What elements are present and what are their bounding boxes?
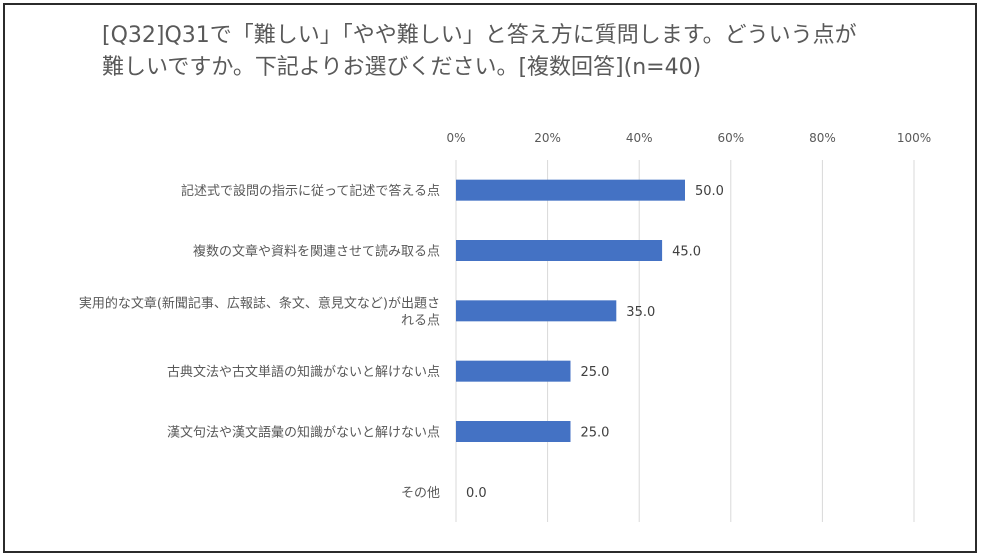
chart-title: [Q32]Q31で「難しい」「やや難しい」と答え方に質問します。どういう点が 難… — [102, 20, 902, 84]
data-label: 0.0 — [466, 486, 487, 501]
data-label: 45.0 — [672, 245, 701, 260]
category-label: 古典文法や古文単語の知識がないと解けない点 — [167, 364, 440, 380]
category-label: 記述式で設問の指示に従って記述で答える点 — [181, 183, 440, 199]
data-label: 25.0 — [581, 426, 610, 441]
x-tick-label: 0% — [446, 131, 465, 145]
category-label: その他 — [401, 486, 440, 501]
category-label: 漢文句法や漢文語彙の知識がないと解けない点 — [167, 425, 440, 441]
x-tick-label: 100% — [897, 131, 931, 145]
x-tick-label: 80% — [809, 131, 836, 145]
x-tick-label: 60% — [717, 131, 744, 145]
x-tick-label: 20% — [534, 131, 561, 145]
category-label: 複数の文章や資料を関連させて読み取る点 — [193, 244, 440, 260]
chart-frame — [3, 3, 977, 553]
data-label: 35.0 — [626, 305, 655, 320]
category-label: れる点 — [401, 313, 440, 328]
bar — [456, 360, 571, 382]
chart-title-line-1: [Q32]Q31で「難しい」「やや難しい」と答え方に質問します。どういう点が — [102, 23, 857, 48]
chart-title-line-2: 難しいですか。下記よりお選びください。[複数回答](n=40) — [102, 55, 702, 80]
category-label: 実用的な文章(新聞記事、広報誌、条文、意見文など)が出題さ — [79, 295, 440, 311]
x-tick-label: 40% — [626, 131, 653, 145]
bar — [456, 421, 571, 442]
bar — [456, 240, 663, 261]
data-label: 25.0 — [581, 365, 610, 380]
bar — [456, 179, 685, 201]
bar — [456, 300, 617, 322]
data-label: 50.0 — [695, 184, 724, 199]
